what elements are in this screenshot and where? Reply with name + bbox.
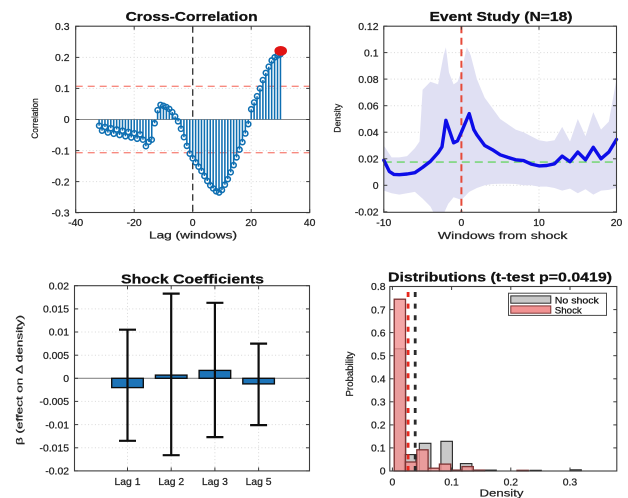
svg-text:0: 0 xyxy=(190,218,196,229)
svg-text:Density: Density xyxy=(480,487,525,498)
svg-text:0.6: 0.6 xyxy=(371,328,386,339)
svg-text:0.3: 0.3 xyxy=(563,477,578,488)
svg-text:Correlation: Correlation xyxy=(30,98,40,139)
svg-text:Lag 1: Lag 1 xyxy=(114,477,140,488)
svg-text:0.3: 0.3 xyxy=(55,22,70,33)
svg-text:-0.1: -0.1 xyxy=(52,146,70,157)
svg-text:Lag (windows): Lag (windows) xyxy=(149,231,237,242)
svg-text:-0.2: -0.2 xyxy=(52,177,70,188)
svg-text:Probability: Probability xyxy=(345,352,356,397)
svg-text:0.1: 0.1 xyxy=(55,84,70,95)
svg-text:0.4: 0.4 xyxy=(371,375,386,386)
svg-text:Lag 5: Lag 5 xyxy=(246,477,272,488)
svg-text:0.06: 0.06 xyxy=(358,101,378,112)
svg-text:Density: Density xyxy=(333,103,343,132)
svg-text:Event Study (N=18): Event Study (N=18) xyxy=(430,9,573,24)
svg-text:20: 20 xyxy=(245,218,257,229)
svg-text:-10: -10 xyxy=(376,218,391,229)
svg-text:0.02: 0.02 xyxy=(358,155,378,166)
svg-text:0.1: 0.1 xyxy=(364,48,379,59)
svg-text:0.8: 0.8 xyxy=(371,282,386,293)
svg-text:Distributions (t-test p=0.0419: Distributions (t-test p=0.0419) xyxy=(388,270,612,285)
svg-text:Lag 2: Lag 2 xyxy=(158,477,184,488)
svg-text:Lag 3: Lag 3 xyxy=(202,477,228,488)
svg-text:-40: -40 xyxy=(68,218,83,229)
svg-text:0.005: 0.005 xyxy=(43,351,69,362)
svg-text:0.12: 0.12 xyxy=(358,22,378,33)
svg-text:0.3: 0.3 xyxy=(371,398,386,409)
svg-text:β (effect on Δ density): β (effect on Δ density) xyxy=(15,315,25,445)
svg-text:-20: -20 xyxy=(127,218,142,229)
svg-text:Windows from shock: Windows from shock xyxy=(438,230,569,242)
svg-text:-0.015: -0.015 xyxy=(40,443,70,454)
svg-text:Shock: Shock xyxy=(555,305,582,315)
svg-text:-0.005: -0.005 xyxy=(40,397,70,408)
svg-text:-0.02: -0.02 xyxy=(45,467,69,478)
svg-text:0: 0 xyxy=(380,467,386,478)
svg-text:0.7: 0.7 xyxy=(371,305,386,316)
svg-text:0: 0 xyxy=(63,374,69,385)
svg-text:0: 0 xyxy=(459,218,465,229)
svg-text:0.2: 0.2 xyxy=(55,53,70,64)
svg-text:0: 0 xyxy=(64,115,70,126)
svg-text:0.01: 0.01 xyxy=(49,328,69,339)
svg-text:-0.02: -0.02 xyxy=(355,208,379,219)
svg-text:10: 10 xyxy=(533,218,545,229)
svg-text:0: 0 xyxy=(373,181,379,192)
svg-text:No shock: No shock xyxy=(555,295,599,305)
svg-text:0.5: 0.5 xyxy=(371,351,386,362)
svg-text:0.1: 0.1 xyxy=(371,444,386,455)
svg-text:0.04: 0.04 xyxy=(358,128,378,139)
svg-text:Cross-Correlation: Cross-Correlation xyxy=(126,9,258,24)
svg-text:0.2: 0.2 xyxy=(371,421,386,432)
svg-text:0.1: 0.1 xyxy=(444,477,459,488)
svg-text:-0.01: -0.01 xyxy=(45,420,69,431)
svg-text:40: 40 xyxy=(304,218,316,229)
svg-text:0: 0 xyxy=(390,477,396,488)
svg-text:20: 20 xyxy=(611,218,623,229)
svg-text:Shock Coefficients: Shock Coefficients xyxy=(121,272,264,287)
svg-text:-0.3: -0.3 xyxy=(52,208,70,219)
svg-text:0.2: 0.2 xyxy=(504,477,519,488)
svg-text:0.02: 0.02 xyxy=(49,281,69,292)
svg-text:0.08: 0.08 xyxy=(358,75,378,86)
svg-text:0.015: 0.015 xyxy=(43,305,69,316)
